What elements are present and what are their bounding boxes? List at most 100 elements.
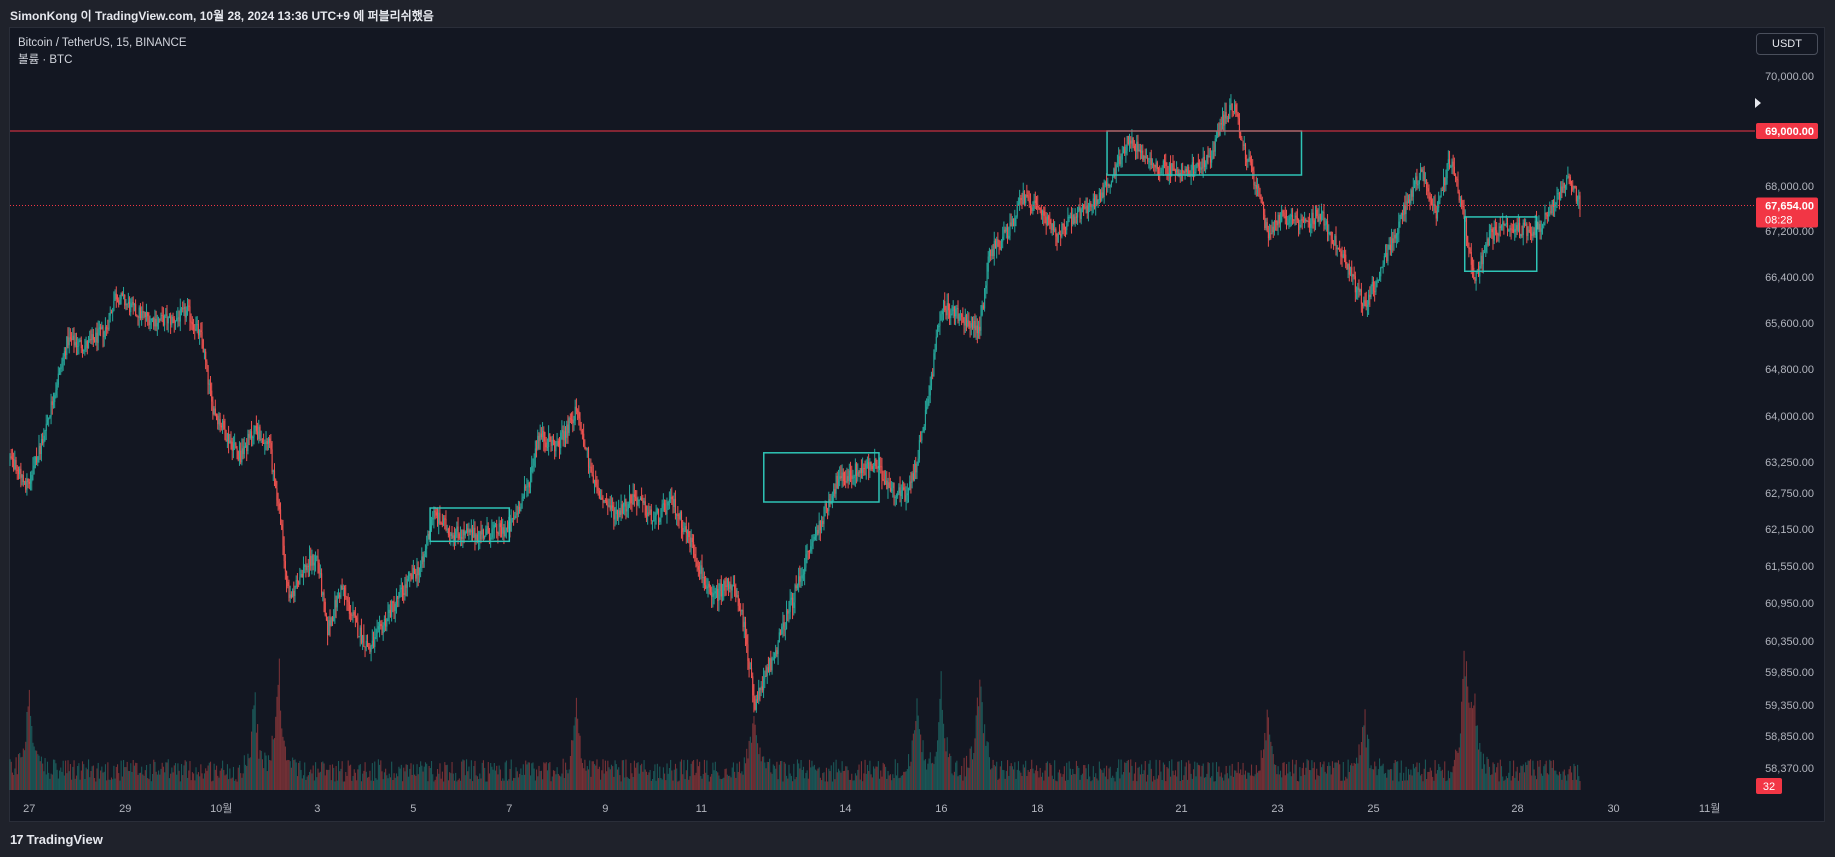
volume-bar [707, 775, 709, 790]
candle [825, 503, 827, 509]
volume-bar [280, 710, 282, 790]
volume-title[interactable]: 볼륨 · BTC [18, 54, 73, 66]
volume-bar [548, 763, 550, 790]
volume-bar [661, 779, 663, 790]
volume-bar [329, 764, 331, 790]
candle [1300, 218, 1302, 225]
candle [511, 518, 513, 520]
candle [1562, 183, 1564, 193]
volume-bar [924, 759, 927, 790]
candle [141, 311, 143, 319]
candle [1374, 291, 1376, 293]
candle [789, 599, 791, 612]
candle [394, 603, 396, 612]
candle [781, 626, 783, 634]
candle [1109, 185, 1111, 187]
currency-button[interactable]: USDT [1756, 33, 1818, 55]
candle [1232, 111, 1234, 113]
volume-bar [1257, 772, 1259, 790]
volume-bar [1474, 693, 1476, 790]
candle [97, 328, 99, 343]
volume-bar [207, 765, 209, 790]
candle [243, 446, 245, 455]
candle [945, 310, 947, 316]
resistance-price-label: 69,000.00 [1765, 126, 1814, 138]
volume-bar [626, 776, 628, 790]
volume-bar [152, 774, 154, 790]
volume-bar [459, 780, 462, 790]
volume-bar [484, 767, 486, 790]
candle [125, 303, 127, 306]
candle [740, 610, 742, 612]
volume-bar [311, 773, 313, 790]
volume-bar [609, 769, 611, 790]
candle [205, 351, 207, 362]
volume-bar [87, 759, 90, 790]
candle [247, 433, 249, 452]
volume-bar [193, 773, 195, 790]
candle [158, 318, 160, 324]
candle [1522, 222, 1524, 235]
candle [1157, 168, 1160, 173]
candle [280, 509, 282, 525]
volume-bar [244, 764, 247, 790]
volume-bar [1259, 770, 1261, 790]
volume-bar [938, 722, 940, 790]
candle [1435, 210, 1437, 219]
volume-bar [978, 706, 980, 790]
volume-bar [1154, 779, 1156, 790]
candle [1480, 255, 1482, 267]
candle [315, 556, 317, 563]
volume-bar [606, 771, 608, 790]
volume-bar [1126, 760, 1128, 790]
candle [516, 513, 518, 515]
volume-bar [906, 769, 908, 790]
volume-bar [46, 761, 49, 790]
candle [475, 534, 477, 540]
candle [572, 419, 574, 424]
symbol-title[interactable]: Bitcoin / TetherUS, 15, BINANCE [18, 37, 187, 49]
candle [1172, 163, 1174, 169]
time-tick-label: 25 [1367, 803, 1379, 815]
volume-bar [575, 697, 577, 790]
volume-bar [927, 763, 929, 790]
volume-bar [999, 766, 1001, 790]
tradingview-footer[interactable]: 17 TradingView [10, 832, 103, 847]
candle [1556, 193, 1558, 204]
volume-bar [346, 775, 348, 790]
candle [823, 506, 825, 525]
candle [1122, 146, 1125, 154]
volume-bar [1096, 778, 1098, 790]
candle [1387, 249, 1389, 262]
candle [1085, 205, 1087, 208]
volume-bar [537, 776, 539, 790]
candle [830, 501, 832, 504]
candle [1098, 192, 1100, 200]
candle [603, 500, 605, 503]
volume-bar [1228, 778, 1230, 790]
volume-bar [94, 777, 96, 790]
volume-bar [478, 779, 480, 790]
volume-bar [790, 775, 792, 790]
volume-bar [1114, 781, 1116, 790]
candle [1004, 229, 1006, 232]
volume-bar [846, 766, 848, 790]
candle [73, 335, 75, 346]
candle [783, 622, 785, 630]
candle [1385, 252, 1387, 257]
volume-bar [1551, 767, 1553, 790]
volume-bar [296, 776, 299, 790]
candle [1236, 112, 1238, 114]
candle [300, 573, 302, 578]
candle [292, 590, 294, 598]
volume-bar [154, 761, 156, 790]
candle [107, 328, 109, 330]
chart-pane[interactable] [9, 27, 1825, 822]
candle [1294, 215, 1296, 220]
volume-bar [1106, 765, 1108, 790]
candle [715, 588, 718, 592]
volume-bar [1562, 771, 1564, 790]
volume-bar [530, 775, 532, 790]
volume-bar [947, 757, 949, 790]
